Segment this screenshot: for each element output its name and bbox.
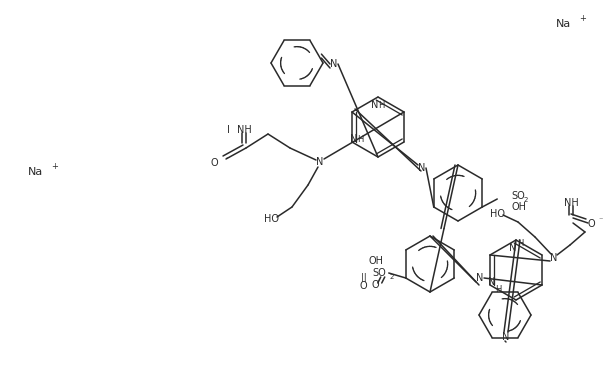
Text: Na: Na: [556, 19, 571, 29]
Text: HO: HO: [264, 214, 280, 224]
Text: HO: HO: [491, 209, 506, 219]
Text: 2: 2: [390, 274, 394, 280]
Text: Na: Na: [28, 167, 43, 177]
Text: H: H: [378, 101, 384, 109]
Text: ⁻: ⁻: [226, 154, 230, 164]
Text: O: O: [360, 281, 368, 291]
Text: N: N: [371, 100, 379, 110]
Text: N: N: [316, 157, 324, 167]
Text: OH: OH: [511, 202, 526, 212]
Text: +: +: [51, 161, 58, 171]
Text: NH: NH: [564, 198, 578, 208]
Text: OH: OH: [368, 256, 383, 266]
Text: ||: ||: [361, 273, 367, 282]
Text: N: N: [488, 277, 495, 287]
Text: N: N: [502, 332, 509, 342]
Text: N: N: [418, 163, 426, 173]
Text: H: H: [517, 239, 523, 247]
Text: N: N: [476, 273, 483, 283]
Text: ⁻: ⁻: [599, 216, 603, 224]
Text: N: N: [509, 243, 517, 253]
Text: I: I: [226, 125, 229, 135]
Text: O: O: [372, 280, 379, 290]
Text: N: N: [551, 253, 558, 263]
Text: NH: NH: [237, 125, 251, 135]
Text: O: O: [211, 158, 218, 168]
Text: N: N: [330, 59, 338, 69]
Text: H: H: [357, 135, 363, 144]
Text: SO: SO: [511, 191, 525, 201]
Text: H: H: [495, 286, 501, 295]
Text: 2: 2: [523, 197, 528, 203]
Text: SO: SO: [372, 268, 385, 278]
Text: O: O: [587, 219, 595, 229]
Text: +: +: [579, 13, 586, 23]
Text: N: N: [350, 134, 358, 144]
